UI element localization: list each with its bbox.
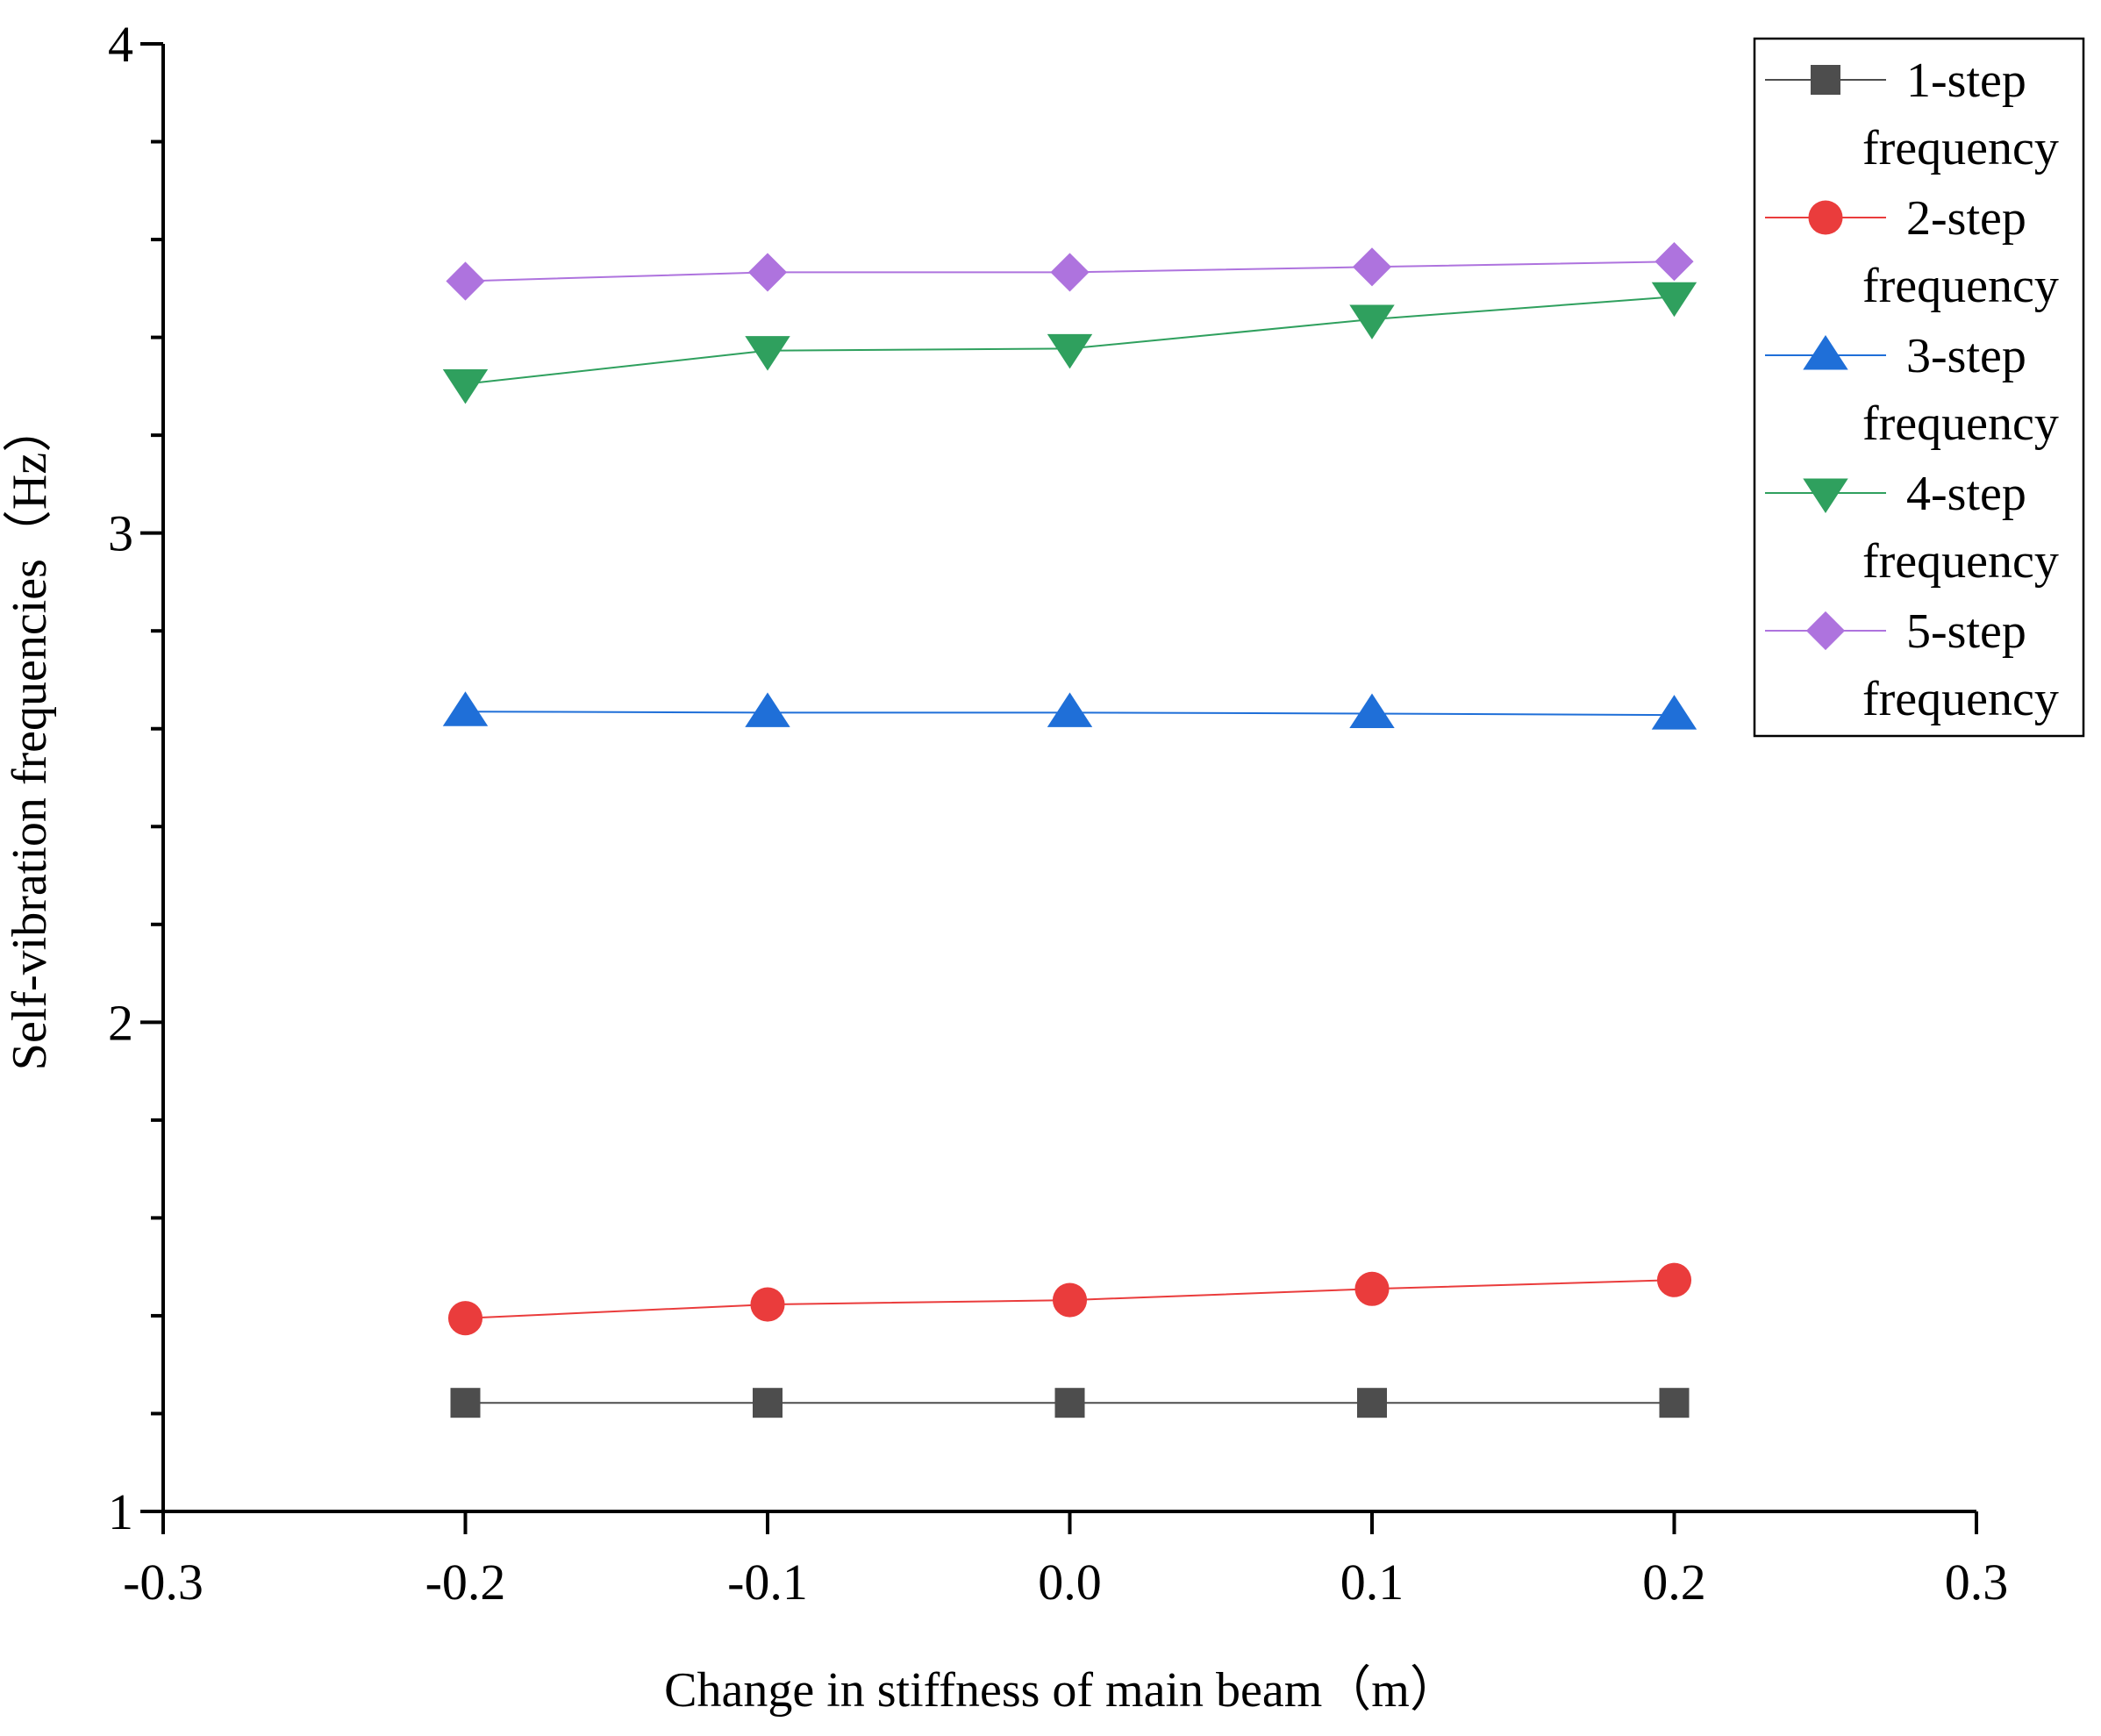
x-tick-label: 0.3	[1945, 1554, 2009, 1611]
legend-label: 4-step	[1906, 467, 2026, 521]
legend-entry: 2-step frequency	[1765, 191, 2059, 313]
data-point	[1054, 1388, 1085, 1418]
y-tick-label: 2	[108, 994, 133, 1051]
data-point	[747, 253, 788, 292]
legend-label: 3-step	[1906, 329, 2026, 383]
y-tick-label: 3	[108, 505, 133, 562]
series-5	[446, 242, 1694, 301]
x-tick-label: -0.2	[425, 1554, 506, 1611]
legend-swatch-marker	[1808, 200, 1843, 235]
series-3	[442, 691, 1697, 730]
legend-label: 5-step	[1906, 604, 2026, 659]
legend-entry: 1-step frequency	[1765, 54, 2059, 175]
legend-swatch-marker	[1803, 335, 1848, 370]
data-point	[1050, 253, 1090, 292]
data-point	[442, 691, 489, 726]
legend-label: frequency	[1862, 259, 2059, 313]
plot-area	[442, 242, 1697, 1418]
data-point	[1654, 242, 1694, 282]
x-ticks: -0.3 -0.2 -0.1 0.0 0.1 0.2 0.3	[123, 1511, 2008, 1611]
data-point	[1354, 1271, 1390, 1306]
data-point	[446, 261, 485, 301]
legend-entry: 5-step frequency	[1765, 604, 2059, 726]
data-point	[745, 336, 790, 371]
data-point	[1659, 1388, 1690, 1418]
data-point	[450, 1388, 481, 1418]
data-point	[745, 692, 790, 727]
legend-label: frequency	[1862, 396, 2059, 451]
data-point	[1656, 1262, 1692, 1297]
x-tick-label: -0.1	[727, 1554, 808, 1611]
y-tick-label: 1	[108, 1483, 133, 1540]
data-point	[1651, 282, 1697, 318]
x-tick-label: 0.2	[1642, 1554, 1706, 1611]
legend-label: 2-step	[1906, 191, 2026, 246]
data-point	[750, 1287, 785, 1322]
series-1	[450, 1388, 1690, 1418]
data-point	[1349, 693, 1395, 728]
y-ticks: 1 2 3 4	[108, 16, 163, 1540]
data-point	[1651, 695, 1697, 730]
data-point	[1349, 304, 1395, 339]
legend-swatch-marker	[1803, 478, 1848, 513]
y-axis-title: Self-vibration frequencies（Hz）	[3, 404, 57, 1070]
data-point	[1352, 247, 1392, 287]
legend-label: frequency	[1862, 121, 2059, 175]
x-tick-label: 0.1	[1340, 1554, 1404, 1611]
data-point	[753, 1388, 783, 1418]
legend: 1-step frequency 2-step frequency 3-step freq…	[1753, 37, 2085, 738]
legend-box	[1753, 37, 2085, 738]
legend-label: frequency	[1862, 672, 2059, 726]
legend-label: frequency	[1862, 534, 2059, 589]
data-point	[1357, 1388, 1387, 1418]
series-2	[447, 1262, 1692, 1336]
data-point	[1047, 692, 1093, 727]
x-tick-label: 0.0	[1038, 1554, 1102, 1611]
data-point	[1052, 1282, 1088, 1318]
legend-entry: 3-step frequency	[1765, 329, 2059, 451]
y-tick-label: 4	[108, 16, 133, 73]
x-tick-label: -0.3	[123, 1554, 204, 1611]
legend-label: 1-step	[1906, 54, 2026, 108]
x-axis-title: Change in stiffness of main beam（m）	[664, 1663, 1459, 1718]
data-point	[447, 1301, 483, 1336]
legend-swatch-marker	[1805, 611, 1846, 651]
axes: 1 2 3 4 -0.3 -0.2 -0.1 0.0 0.1 0.2 0.3	[108, 16, 2008, 1611]
series-4	[442, 282, 1697, 404]
legend-entry: 4-step frequency	[1765, 467, 2059, 589]
legend-swatch-marker	[1811, 65, 1840, 95]
data-point	[1047, 333, 1093, 369]
data-point	[442, 369, 489, 404]
